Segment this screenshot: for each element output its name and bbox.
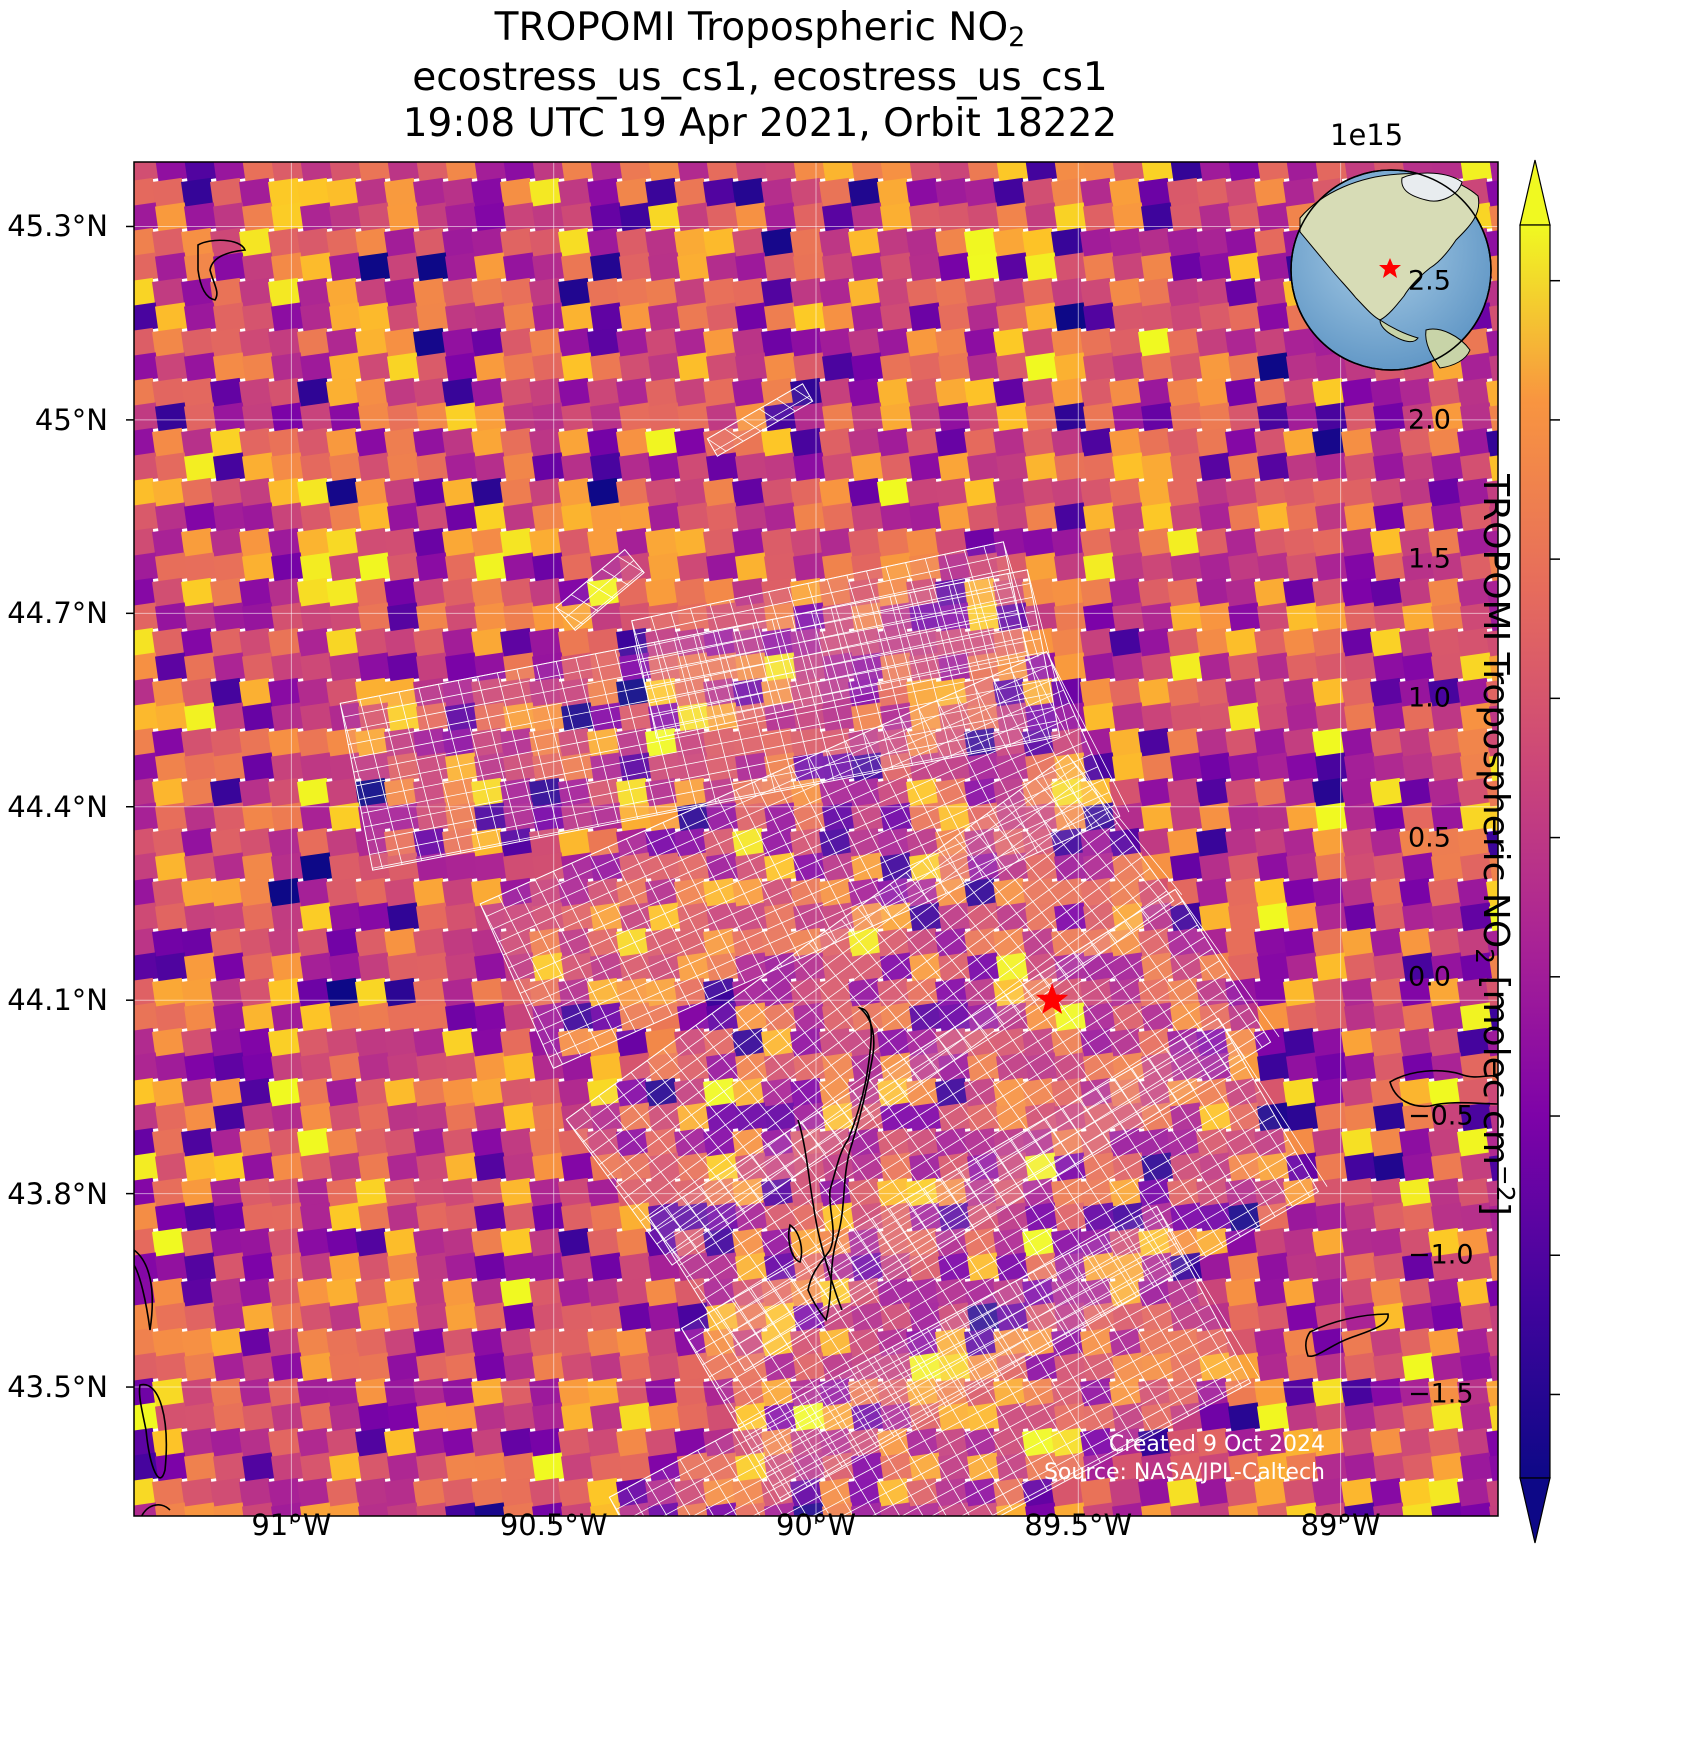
lake-outline [138, 1383, 168, 1479]
lat-tick-label: 44.7°N [7, 596, 108, 631]
figure-title-line-3: 19:08 UTC 19 Apr 2021, Orbit 18222 [402, 101, 1118, 146]
lat-tick-label: 44.4°N [7, 789, 108, 824]
colorbar-tick-label: 1.0 [1408, 682, 1451, 714]
ecostress-swath-outline [339, 383, 1328, 1516]
lon-tick-label: 89.5°W [1024, 1508, 1133, 1542]
colorbar-extend-max [1519, 159, 1551, 226]
colorbar [1519, 159, 1560, 1544]
credit-source: Source: NASA/JPL-Caltech [1043, 1460, 1325, 1485]
lake-outline [195, 1647, 246, 1708]
colorbar-tick-label: −1.0 [1408, 1239, 1474, 1271]
colorbar-tick-label: −0.5 [1408, 1100, 1474, 1132]
colorbar-ramp [1519, 224, 1551, 1479]
colorbar-label: TROPOMI Tropospheric NO2 [molec cm−2] [1469, 474, 1521, 1216]
map-gridlines [134, 162, 1498, 1516]
lon-tick-label: 90°W [775, 1508, 857, 1542]
lake-outline [1305, 1313, 1389, 1357]
colorbar-tick-label: 2.5 [1408, 265, 1451, 297]
colorbar-tick-label: 0.5 [1408, 822, 1451, 854]
lake-outline [797, 1119, 843, 1311]
lat-tick-label: 43.8°N [7, 1176, 108, 1211]
central-america-landmass [1379, 319, 1419, 343]
lake-outline [807, 1006, 875, 1322]
figure-title-line-2: ecostress_us_cs1, ecostress_us_cs1 [412, 55, 1108, 100]
lat-tick-label: 44.1°N [7, 983, 108, 1018]
colorbar-tick-label: 0.0 [1408, 961, 1451, 993]
colorbar-extend-min [1519, 1477, 1551, 1544]
lon-tick-label: 91°W [251, 1508, 332, 1542]
colorbar-tick-label: 2.0 [1408, 404, 1451, 436]
lake-outline [140, 1504, 171, 1516]
colorbar-exponent: 1e15 [1330, 118, 1404, 152]
lake-outlines [134, 239, 1498, 1708]
map-axis-ticks [126, 225, 1342, 1524]
colorbar-tick-label: 1.5 [1408, 543, 1451, 575]
colorbar-tick-label: −1.5 [1408, 1378, 1474, 1410]
lat-tick-label: 45.3°N [7, 209, 108, 244]
credit-created: Created 9 Oct 2024 [1108, 1432, 1325, 1457]
lon-tick-label: 90.5°W [499, 1508, 608, 1542]
inset-globe [1290, 169, 1492, 371]
inset-site-star-icon [1379, 258, 1401, 278]
target-site-star-icon [1035, 983, 1069, 1014]
lat-tick-label: 43.5°N [7, 1370, 108, 1405]
lon-tick-label: 89°W [1300, 1508, 1381, 1542]
lake-outline [134, 1248, 154, 1331]
greenland-landmass [1401, 172, 1463, 202]
lat-tick-label: 45°N [34, 402, 108, 437]
lake-outline [1389, 1069, 1498, 1108]
figure-title-line-1: TROPOMI Tropospheric NO2 [494, 5, 1026, 53]
lake-outline [787, 1223, 803, 1263]
lake-outline [197, 239, 247, 301]
